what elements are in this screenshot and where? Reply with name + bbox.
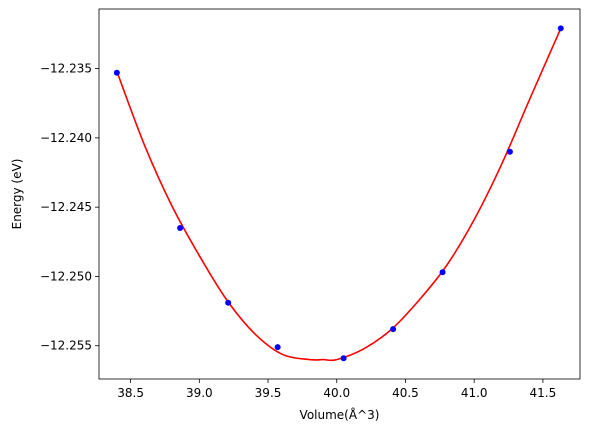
data-point	[439, 269, 446, 276]
x-tick-label: 40.5	[392, 386, 419, 400]
data-point	[177, 224, 184, 231]
data-point	[340, 355, 347, 362]
y-tick-label: −12.255	[40, 339, 92, 353]
x-tick-label: 41.0	[461, 386, 488, 400]
data-point	[557, 25, 564, 32]
x-tick-label: 39.0	[186, 386, 213, 400]
y-axis-label: Energy (eV)	[10, 159, 24, 230]
plot-area	[113, 25, 564, 362]
x-tick-label: 39.5	[255, 386, 282, 400]
x-axis-ticks: 38.5 39.0 39.5 40.0 40.5 41.0 41.5	[117, 379, 556, 400]
y-tick-label: −12.245	[40, 200, 92, 214]
fit-curve-line	[116, 28, 562, 362]
data-point	[390, 326, 397, 333]
data-point	[506, 148, 513, 155]
data-point	[274, 344, 281, 351]
y-axis-ticks: −12.235 −12.240 −12.245 −12.250 −12.255	[40, 62, 99, 353]
x-tick-label: 41.5	[530, 386, 557, 400]
data-point	[225, 299, 232, 306]
x-tick-label: 40.0	[323, 386, 350, 400]
data-point	[113, 69, 120, 76]
x-tick-label: 38.5	[117, 386, 144, 400]
x-axis-label: Volume(Å^3)	[300, 407, 380, 422]
y-tick-label: −12.240	[40, 131, 92, 145]
axes-frame	[98, 8, 581, 380]
y-tick-label: −12.235	[40, 62, 92, 76]
y-tick-label: −12.250	[40, 269, 92, 283]
